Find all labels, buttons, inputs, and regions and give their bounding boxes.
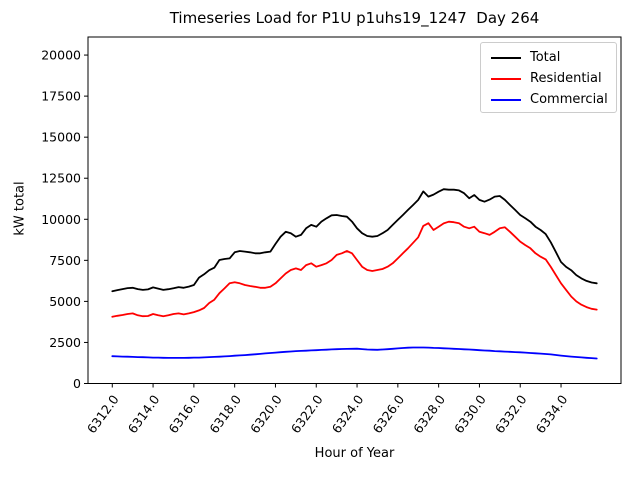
commercial-line-sample <box>491 98 521 101</box>
y-tick-label: 0 <box>73 376 81 391</box>
plot-border <box>87 36 622 384</box>
residential-line <box>111 220 598 318</box>
y-tick-label: 12500 <box>41 171 81 186</box>
legend-label-commercial: Commercial <box>530 92 608 107</box>
y-tick-label: 5000 <box>49 294 81 309</box>
x-tick-label: 6324.0 <box>329 392 367 436</box>
y-tick-label: 7500 <box>49 253 81 268</box>
legend-label-residential: Residential <box>530 71 602 86</box>
x-tick-label: 6322.0 <box>288 392 326 436</box>
legend-label-total: Total <box>530 50 561 65</box>
x-tick-label: 6312.0 <box>84 392 122 436</box>
y-tick-label: 20000 <box>41 48 81 63</box>
y-tick-label: 15000 <box>41 130 81 145</box>
y-axis-label: kW total <box>12 181 28 236</box>
x-tick-label: 6332.0 <box>492 392 530 436</box>
legend-item-commercial: Commercial <box>491 89 616 110</box>
total-line <box>111 188 598 293</box>
x-tick-label: 6330.0 <box>451 392 489 436</box>
legend-item-total: Total <box>491 47 616 68</box>
x-tick-label: 6316.0 <box>165 392 203 436</box>
x-tick-label: 6320.0 <box>247 392 285 436</box>
x-axis-label: Hour of Year <box>314 446 395 461</box>
x-tick-label: 6334.0 <box>533 392 571 436</box>
legend-item-residential: Residential <box>491 68 616 89</box>
residential-line-sample <box>491 77 521 80</box>
legend: Total Residential Commercial <box>480 42 617 113</box>
y-tick-label: 2500 <box>49 335 81 350</box>
x-tick-label: 6314.0 <box>125 392 163 436</box>
chart-title: Timeseries Load for P1U p1uhs19_1247 Day… <box>169 9 540 27</box>
commercial-line <box>111 346 598 360</box>
x-tick-label: 6326.0 <box>369 392 407 436</box>
y-tick-label: 10000 <box>41 212 81 227</box>
x-tick-label: 6318.0 <box>206 392 244 436</box>
y-tick-label: 17500 <box>41 89 81 104</box>
x-tick-label: 6328.0 <box>410 392 448 436</box>
total-line-sample <box>491 56 521 59</box>
